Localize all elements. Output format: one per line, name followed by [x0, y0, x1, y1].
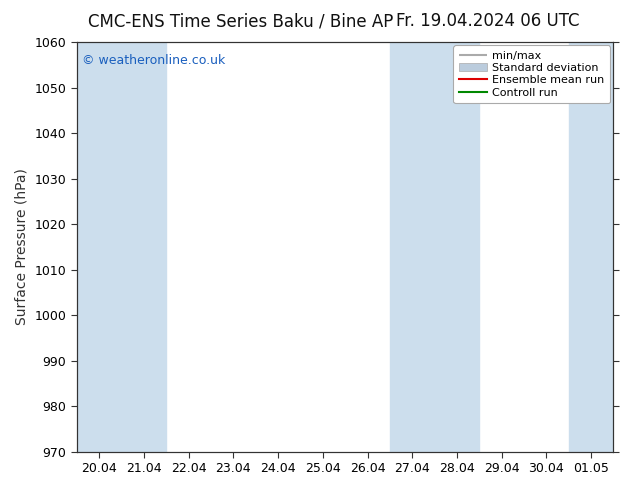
Text: Fr. 19.04.2024 06 UTC: Fr. 19.04.2024 06 UTC: [396, 12, 580, 30]
Text: CMC-ENS Time Series Baku / Bine AP: CMC-ENS Time Series Baku / Bine AP: [88, 12, 394, 30]
Bar: [569, 42, 614, 452]
Legend: min/max, Standard deviation, Ensemble mean run, Controll run: min/max, Standard deviation, Ensemble me…: [453, 46, 610, 103]
Bar: [390, 42, 479, 452]
Y-axis label: Surface Pressure (hPa): Surface Pressure (hPa): [15, 169, 29, 325]
Text: © weatheronline.co.uk: © weatheronline.co.uk: [82, 54, 226, 67]
Bar: [77, 42, 166, 452]
